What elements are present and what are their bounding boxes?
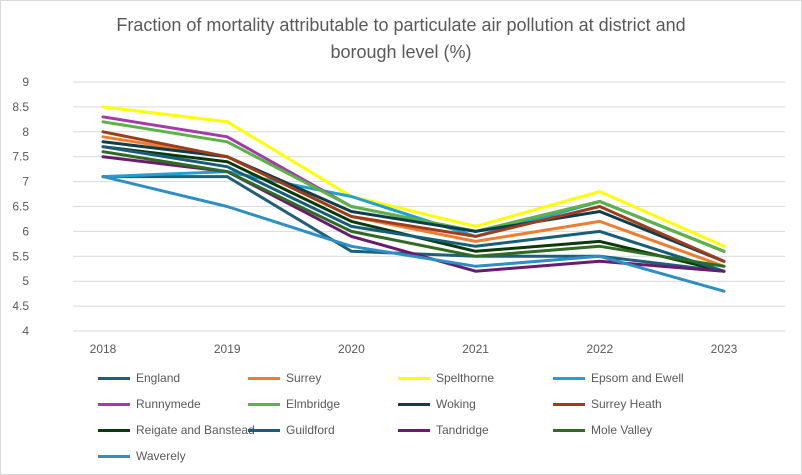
y-tick-label: 9 <box>22 75 29 89</box>
x-tick-label: 2019 <box>214 342 241 356</box>
series-line-surrey-heath <box>101 130 726 263</box>
legend-item: Guildford <box>248 420 335 440</box>
legend-label: Surrey Heath <box>591 397 662 411</box>
chart-title: Fraction of mortality attributable to pa… <box>0 12 802 66</box>
x-tick-label: 2023 <box>711 342 738 356</box>
x-tick-label: 2021 <box>462 342 489 356</box>
legend-label: England <box>136 371 181 385</box>
y-tick-label: 4.5 <box>12 299 29 313</box>
legend-swatch <box>553 376 585 380</box>
y-tick-label: 6.5 <box>12 200 29 214</box>
legend-label: Runnymede <box>136 397 201 411</box>
legend-label: Waverely <box>136 449 186 463</box>
legend-item: England <box>98 368 180 388</box>
legend-swatch <box>248 402 280 406</box>
x-tick-label: 2020 <box>338 342 365 356</box>
legend-item: Reigate and Banstead <box>98 420 255 440</box>
legend-item: Mole Valley <box>553 420 652 440</box>
legend-item: Epsom and Ewell <box>553 368 684 388</box>
legend-item: Tandridge <box>398 420 489 440</box>
legend-swatch <box>98 454 130 458</box>
legend-label: Tandridge <box>436 423 489 437</box>
legend-swatch <box>553 428 585 432</box>
x-tick-label: 2018 <box>90 342 117 356</box>
y-tick-label: 8 <box>22 125 29 139</box>
y-tick-label: 5 <box>22 274 29 288</box>
x-axis-tick-labels: 2018 2019 2020 2021 2022 2023 <box>90 342 738 356</box>
legend-swatch <box>398 376 430 380</box>
y-tick-label: 8.5 <box>12 100 29 114</box>
legend-label: Elmbridge <box>286 397 341 411</box>
legend-swatch <box>398 428 430 432</box>
y-tick-label: 5.5 <box>12 249 29 263</box>
legend-item: Surrey <box>248 368 321 388</box>
legend-item: Elmbridge <box>248 394 340 414</box>
y-tick-label: 6 <box>22 224 29 238</box>
y-tick-label: 7 <box>22 175 29 189</box>
series-line-waverely <box>101 175 726 293</box>
legend-swatch <box>398 402 430 406</box>
legend-label: Mole Valley <box>591 423 653 437</box>
chart-title-line-2: borough level (%) <box>330 42 472 62</box>
legend-swatch <box>98 376 130 380</box>
series-line-guildford <box>101 145 726 273</box>
y-axis-tick-labels: 4 4.5 5 5.5 6 6.5 7 7.5 8 8.5 9 <box>12 75 29 338</box>
legend-swatch <box>98 428 130 432</box>
legend-label: Spelthorne <box>436 371 495 385</box>
legend-label: Reigate and Banstead <box>136 423 255 437</box>
legend-label: Epsom and Ewell <box>591 371 684 385</box>
legend-swatch <box>248 376 280 380</box>
legend-swatch <box>98 402 130 406</box>
legend-label: Guildford <box>286 423 335 437</box>
legend-item: Waverely <box>98 446 186 466</box>
x-tick-label: 2022 <box>586 342 613 356</box>
legend-item: Runnymede <box>98 394 201 414</box>
y-tick-label: 4 <box>22 324 29 338</box>
gridlines <box>73 81 785 332</box>
series-line-mole-valley <box>101 150 726 268</box>
legend-swatch <box>553 402 585 406</box>
legend-item: Surrey Heath <box>553 394 662 414</box>
series-line-elmbridge <box>101 120 726 253</box>
legend-item: Woking <box>398 394 476 414</box>
legend-label: Surrey <box>286 371 322 385</box>
legend-swatch <box>248 428 280 432</box>
legend-label: Woking <box>436 397 476 411</box>
chart-title-line-1: Fraction of mortality attributable to pa… <box>116 15 686 35</box>
y-tick-label: 7.5 <box>12 150 29 164</box>
series-line-woking <box>101 140 726 263</box>
legend-item: Spelthorne <box>398 368 494 388</box>
series-lines <box>101 105 726 293</box>
series-line-spelthorne <box>101 105 726 248</box>
